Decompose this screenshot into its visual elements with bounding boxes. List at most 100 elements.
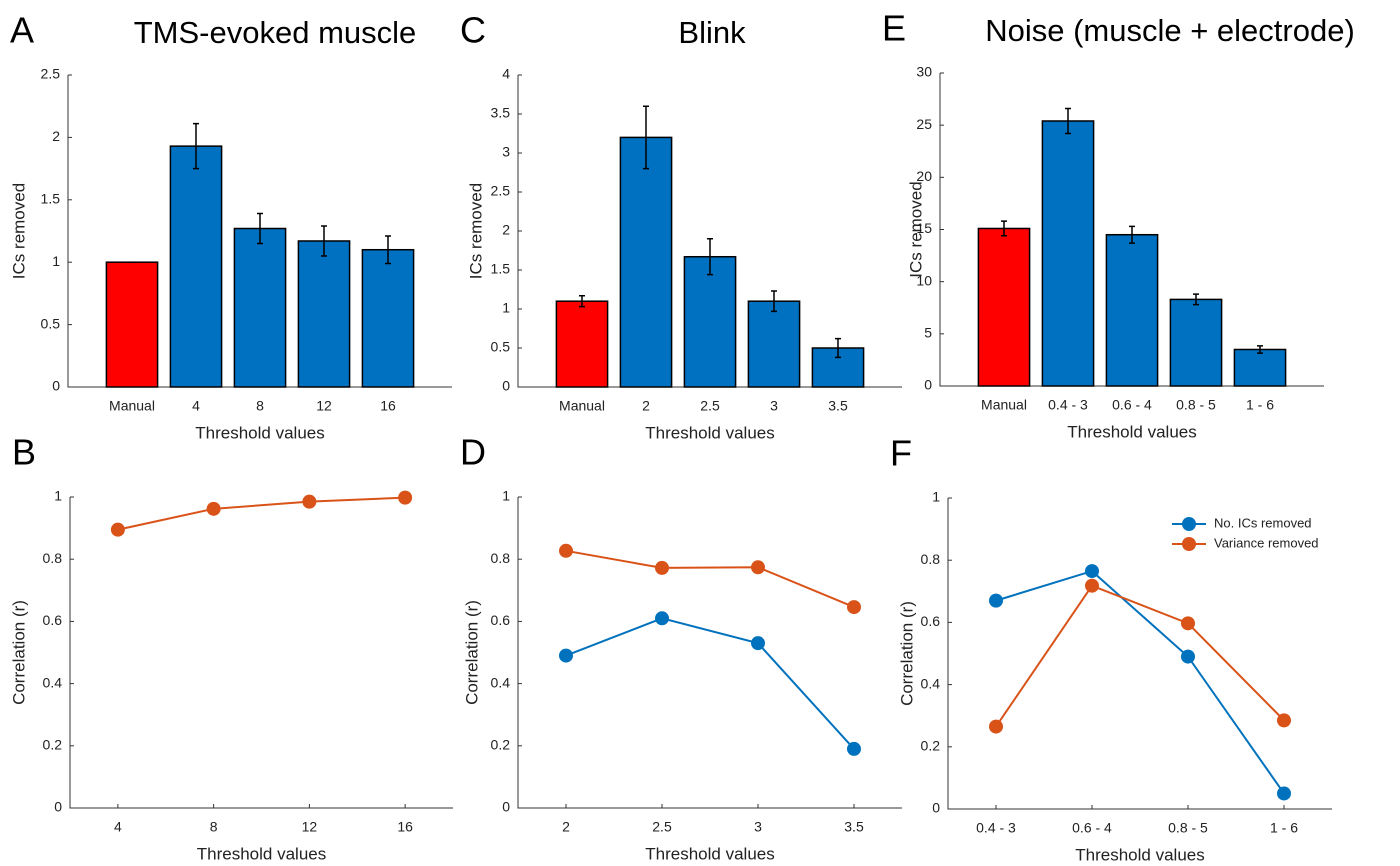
axes [69, 497, 453, 809]
bar [361, 248, 415, 388]
y-axis-label: Correlation (r) [897, 601, 916, 706]
y-tick-label: 1 [502, 300, 510, 316]
y-axis-label: ICs removed [9, 183, 28, 279]
y-tick-label: 1 [932, 489, 940, 505]
bar [747, 300, 801, 388]
x-tick-label: 16 [397, 819, 413, 835]
y-tick-label: 0.2 [921, 738, 941, 754]
error-bar [643, 105, 649, 170]
x-tick-label: 2.5 [700, 398, 720, 414]
y-tick-label: 0.6 [491, 612, 511, 628]
y-tick-label: 0.2 [43, 737, 63, 753]
y-tick-label: 0 [502, 378, 510, 394]
bar [1105, 233, 1159, 387]
marker [989, 719, 1003, 734]
y-tick-label: 0.6 [43, 612, 63, 628]
marker [655, 560, 669, 575]
y-axis-label: ICs removed [906, 181, 925, 277]
y-tick-label: 0 [932, 800, 940, 816]
panel-letter: B [12, 432, 36, 473]
bar [1041, 120, 1095, 387]
error-bar [1257, 345, 1263, 354]
y-tick-label: 0.4 [43, 674, 63, 690]
y-tick-label: 0.8 [921, 551, 941, 567]
bar [105, 261, 159, 388]
y-tick-label: 0.2 [491, 737, 511, 753]
bar [169, 145, 223, 388]
x-tick-label: 0.4 - 3 [976, 820, 1016, 836]
bar [683, 255, 737, 388]
x-tick-label: 0.6 - 4 [1112, 397, 1152, 413]
bar [555, 300, 609, 388]
panel-letter: E [882, 8, 906, 49]
marker [989, 593, 1003, 608]
x-tick-label: 3.5 [828, 398, 848, 414]
y-tick-label: 0.8 [491, 550, 511, 566]
bar [297, 240, 351, 388]
y-axis-label: ICs removed [466, 183, 485, 279]
x-tick-label: 2 [562, 819, 570, 835]
y-tick-label: 25 [916, 116, 932, 132]
x-tick-label: Manual [981, 397, 1027, 413]
x-axis-label: Threshold values [645, 844, 774, 863]
marker [1085, 578, 1099, 593]
line [565, 549, 855, 609]
legend-label: Variance removed [1214, 535, 1319, 550]
x-axis-label: Threshold values [197, 844, 326, 863]
error-bar [321, 225, 327, 257]
bar [977, 227, 1031, 387]
error-bar [257, 212, 263, 245]
error-bar [1065, 107, 1071, 135]
error-bar [707, 238, 713, 276]
marker [655, 611, 669, 626]
panel-letter: F [890, 433, 912, 474]
marker [1277, 786, 1291, 801]
x-tick-label: 0.4 - 3 [1048, 397, 1088, 413]
y-tick-label: 3.5 [491, 105, 511, 121]
line [117, 496, 406, 531]
x-tick-label: Manual [559, 398, 605, 414]
x-tick-label: 8 [256, 398, 264, 414]
error-bar [385, 235, 391, 265]
y-tick-label: 0.8 [43, 550, 63, 566]
legend-label: No. ICs removed [1214, 515, 1312, 530]
x-tick-label: 3 [754, 819, 762, 835]
y-tick-label: 0.5 [41, 315, 61, 331]
marker [751, 636, 765, 651]
y-axis-label: Correlation (r) [462, 600, 481, 705]
marker [110, 522, 125, 537]
x-tick-label: 8 [210, 819, 218, 835]
y-axis-label: Correlation (r) [9, 600, 28, 705]
x-axis-label: Threshold values [1075, 845, 1204, 864]
y-tick-label: 2.5 [41, 66, 61, 82]
bar [1169, 298, 1223, 387]
marker [559, 648, 573, 663]
line [995, 584, 1285, 728]
panel-title: Noise (muscle + electrode) [985, 13, 1355, 48]
marker [302, 494, 317, 509]
x-tick-label: 2 [642, 398, 650, 414]
x-tick-label: 12 [316, 398, 332, 414]
bar [619, 136, 673, 388]
error-bar [1193, 293, 1199, 306]
x-axis-label: Threshold values [195, 423, 324, 442]
y-tick-label: 2.5 [491, 183, 511, 199]
y-tick-label: 0.6 [921, 613, 941, 629]
y-tick-label: 1 [502, 488, 510, 504]
y-tick-label: 15 [916, 220, 932, 236]
x-tick-label: 3.5 [844, 819, 864, 835]
marker [206, 501, 221, 516]
y-tick-label: 10 [916, 272, 932, 288]
y-tick-label: 1 [52, 253, 60, 269]
error-bar [1129, 225, 1135, 244]
y-tick-label: 1.5 [491, 261, 511, 277]
panel-title: Blink [678, 15, 746, 50]
x-tick-label: 4 [192, 398, 200, 414]
x-tick-label: 1 - 6 [1270, 820, 1298, 836]
y-tick-label: 2 [502, 222, 510, 238]
panel-title: TMS-evoked muscle [134, 15, 417, 50]
x-tick-label: 1 - 6 [1246, 397, 1274, 413]
y-tick-label: 5 [924, 325, 932, 341]
error-bar [193, 122, 199, 170]
y-tick-label: 0 [54, 799, 62, 815]
